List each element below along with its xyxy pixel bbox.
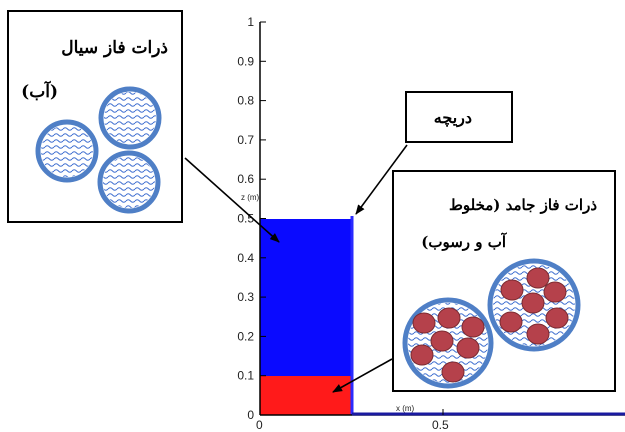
fluid-callout: ذرات فاز سیال (آب)	[8, 11, 182, 222]
fluid-pointer-arrow	[185, 158, 279, 242]
y-tick-label: 0.1	[237, 369, 254, 383]
y-tick-label: 0.8	[237, 94, 254, 108]
sediment-grain	[527, 324, 549, 344]
sediment-particle	[405, 300, 491, 386]
y-tick-label: 0.7	[237, 133, 254, 147]
x-tick-label: 0	[256, 418, 263, 432]
fluid-particle	[38, 122, 96, 180]
sediment-grain	[431, 331, 453, 351]
y-tick-label: 0.2	[237, 329, 254, 343]
x-tick-label: 0.5	[432, 418, 449, 432]
solid-callout-title: ذرات فاز جامد (مخلوط	[449, 196, 597, 214]
y-tick-label: 0.3	[237, 290, 254, 304]
y-tick-label: 0.4	[237, 251, 254, 265]
sediment-grain	[462, 317, 484, 337]
sediment-grain	[500, 312, 522, 332]
fluid-particle	[101, 89, 159, 147]
fluid-callout-title: ذرات فاز سیال	[61, 38, 168, 58]
solid-callout-subtitle: آب و رسوب)	[421, 232, 508, 251]
x-axis-title: x (m)	[396, 404, 415, 413]
y-axis-title: z (m)	[241, 193, 260, 202]
sediment-grain	[522, 293, 544, 313]
sediment-grain	[527, 268, 549, 288]
solid-callout: ذرات فاز جامد (مخلوط آب و رسوب)	[393, 171, 615, 391]
y-tick-label: 0	[247, 408, 254, 422]
gate-label: دریچه	[434, 108, 472, 128]
y-tick-label: 0.9	[237, 54, 254, 68]
solid-region	[260, 376, 352, 415]
sediment-particle	[490, 261, 578, 349]
y-tick-label: 0.6	[237, 172, 254, 186]
sediment-grain	[457, 338, 479, 358]
sediment-grain	[546, 308, 568, 328]
sediment-grain	[413, 313, 435, 333]
sediment-grain	[411, 345, 433, 365]
gate-callout: دریچه	[406, 92, 512, 142]
y-tick-label: 1	[247, 15, 254, 29]
sediment-grain	[544, 282, 566, 302]
sediment-grain	[442, 362, 464, 382]
sediment-grain	[438, 308, 460, 328]
sediment-grain	[501, 280, 523, 300]
fluid-callout-subtitle: (آب)	[21, 80, 58, 102]
fluid-particle	[100, 153, 158, 211]
